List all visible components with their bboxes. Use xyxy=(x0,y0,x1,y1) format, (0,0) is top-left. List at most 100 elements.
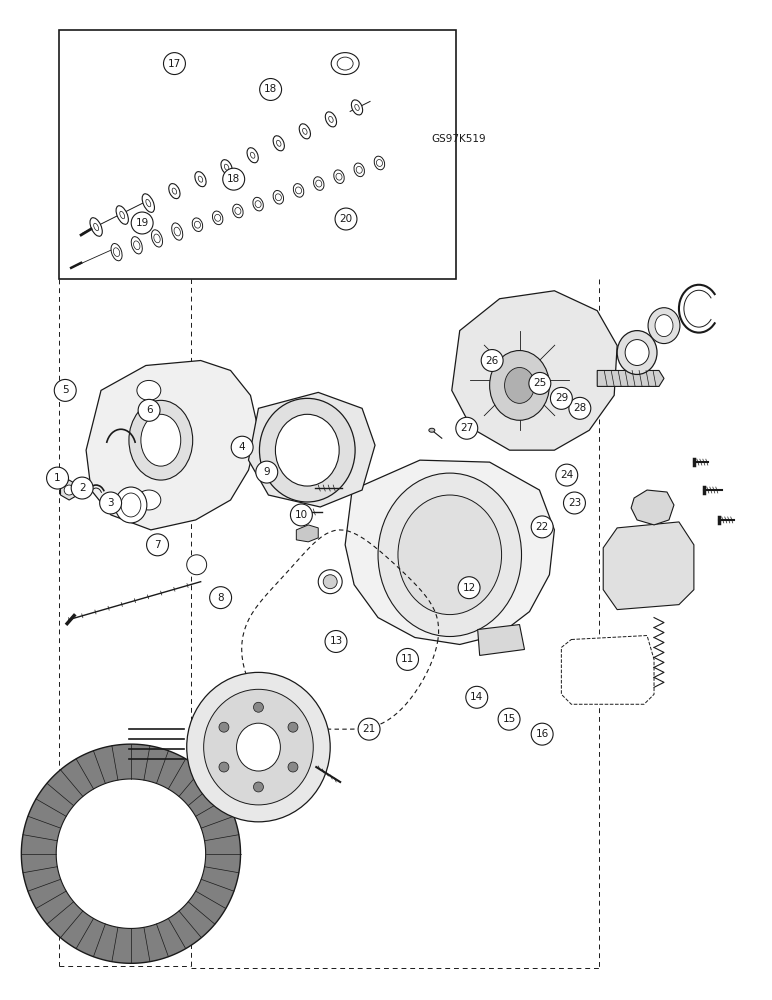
Ellipse shape xyxy=(141,414,181,466)
Polygon shape xyxy=(603,522,694,610)
Ellipse shape xyxy=(337,57,353,70)
Text: 16: 16 xyxy=(536,729,549,739)
Ellipse shape xyxy=(93,223,99,231)
Ellipse shape xyxy=(169,184,180,199)
Circle shape xyxy=(131,212,153,234)
Ellipse shape xyxy=(336,173,342,180)
Text: 17: 17 xyxy=(168,59,181,69)
Circle shape xyxy=(71,477,93,499)
Ellipse shape xyxy=(276,194,281,201)
Text: 18: 18 xyxy=(264,84,277,94)
Ellipse shape xyxy=(255,201,261,208)
Ellipse shape xyxy=(129,400,193,480)
Text: 19: 19 xyxy=(136,218,149,228)
Ellipse shape xyxy=(253,197,263,211)
Circle shape xyxy=(288,762,298,772)
Ellipse shape xyxy=(259,398,355,502)
Polygon shape xyxy=(22,744,241,963)
Text: 24: 24 xyxy=(560,470,574,480)
Ellipse shape xyxy=(64,485,74,495)
Text: 10: 10 xyxy=(295,510,308,520)
Ellipse shape xyxy=(90,218,102,236)
Circle shape xyxy=(458,577,480,599)
Circle shape xyxy=(223,168,245,190)
Ellipse shape xyxy=(221,160,232,175)
Text: 11: 11 xyxy=(401,654,414,664)
Text: 15: 15 xyxy=(503,714,516,724)
Ellipse shape xyxy=(276,414,339,486)
Text: 8: 8 xyxy=(217,593,224,603)
Ellipse shape xyxy=(505,367,534,403)
Circle shape xyxy=(54,379,76,401)
Ellipse shape xyxy=(398,495,502,615)
Circle shape xyxy=(253,782,263,792)
Ellipse shape xyxy=(115,487,147,523)
Ellipse shape xyxy=(137,490,161,510)
Text: 6: 6 xyxy=(146,405,152,415)
Circle shape xyxy=(531,516,553,538)
Polygon shape xyxy=(452,291,617,450)
Polygon shape xyxy=(56,779,205,928)
Circle shape xyxy=(231,436,253,458)
Ellipse shape xyxy=(296,187,302,194)
Polygon shape xyxy=(598,370,664,386)
Ellipse shape xyxy=(137,380,161,400)
Circle shape xyxy=(550,387,572,409)
Text: 22: 22 xyxy=(536,522,549,532)
Ellipse shape xyxy=(617,331,657,374)
Text: 28: 28 xyxy=(574,403,587,413)
Ellipse shape xyxy=(334,170,344,183)
Circle shape xyxy=(358,718,380,740)
Ellipse shape xyxy=(313,177,324,190)
Polygon shape xyxy=(60,480,78,500)
Circle shape xyxy=(569,397,591,419)
Text: 2: 2 xyxy=(79,483,86,493)
Ellipse shape xyxy=(131,237,142,254)
Circle shape xyxy=(164,53,185,75)
Circle shape xyxy=(138,399,160,421)
Circle shape xyxy=(210,587,232,609)
Ellipse shape xyxy=(116,206,128,224)
Ellipse shape xyxy=(142,194,154,212)
Ellipse shape xyxy=(215,214,221,221)
Circle shape xyxy=(253,702,263,712)
Ellipse shape xyxy=(351,100,363,115)
Circle shape xyxy=(564,492,585,514)
Ellipse shape xyxy=(273,190,283,204)
Ellipse shape xyxy=(120,211,125,219)
Ellipse shape xyxy=(187,672,330,822)
Polygon shape xyxy=(631,490,674,525)
Text: 7: 7 xyxy=(154,540,161,550)
Ellipse shape xyxy=(250,152,255,158)
Ellipse shape xyxy=(648,308,680,344)
Text: 4: 4 xyxy=(239,442,245,452)
Ellipse shape xyxy=(355,104,359,110)
Ellipse shape xyxy=(151,230,163,247)
Ellipse shape xyxy=(329,116,334,122)
Polygon shape xyxy=(478,625,524,655)
Circle shape xyxy=(335,208,357,230)
Ellipse shape xyxy=(354,163,364,177)
Ellipse shape xyxy=(303,128,307,134)
Ellipse shape xyxy=(204,689,313,805)
Ellipse shape xyxy=(232,204,243,218)
Ellipse shape xyxy=(374,156,384,170)
Text: 29: 29 xyxy=(555,393,568,403)
Text: 14: 14 xyxy=(470,692,483,702)
Circle shape xyxy=(147,534,168,556)
Ellipse shape xyxy=(235,208,241,214)
Ellipse shape xyxy=(377,160,382,166)
Ellipse shape xyxy=(300,124,310,139)
Text: 9: 9 xyxy=(263,467,270,477)
Text: 13: 13 xyxy=(330,636,343,646)
Text: 25: 25 xyxy=(533,378,547,388)
Ellipse shape xyxy=(318,570,342,594)
Text: 21: 21 xyxy=(362,724,376,734)
Text: 27: 27 xyxy=(460,423,473,433)
Circle shape xyxy=(529,372,550,394)
Ellipse shape xyxy=(134,241,140,250)
Ellipse shape xyxy=(154,234,160,243)
Ellipse shape xyxy=(325,112,337,127)
Ellipse shape xyxy=(198,176,203,182)
Circle shape xyxy=(259,79,282,100)
